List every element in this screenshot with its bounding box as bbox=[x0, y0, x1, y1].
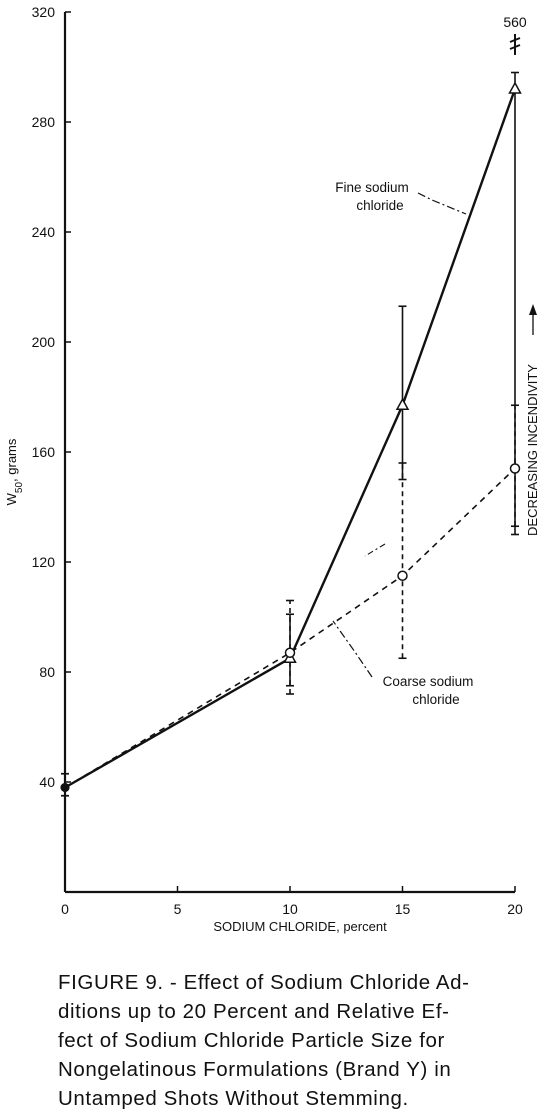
coarse-leader-extension bbox=[364, 543, 386, 557]
annotation-layer: Fine sodium chloride Coarse sodium chloride bbox=[332, 180, 474, 707]
coarse-annotation: Coarse sodium chloride bbox=[383, 674, 474, 707]
caption-line: Nongelatinous Formulations (Brand Y) in bbox=[58, 1058, 452, 1081]
series-layer bbox=[60, 71, 522, 797]
y-tick-label: 80 bbox=[39, 664, 55, 680]
data-point-triangle bbox=[395, 397, 410, 410]
fine-annotation: Fine sodium chloride bbox=[335, 180, 409, 213]
x-tick-label: 20 bbox=[507, 901, 523, 917]
data-point-triangle bbox=[508, 81, 522, 94]
coarse-series bbox=[60, 404, 521, 797]
x-tick-label: 10 bbox=[282, 901, 298, 917]
coarse-leader-line bbox=[332, 620, 373, 678]
y-tick-label: 120 bbox=[32, 554, 56, 570]
series-line bbox=[64, 467, 516, 789]
y-axis-title: W50, grams bbox=[4, 438, 25, 505]
caption-line: Untamped Shots Without Stemming. bbox=[58, 1087, 409, 1110]
caption-line: ditions up to 20 Percent and Relative Ef… bbox=[58, 1000, 450, 1023]
right-axis-label: DECREASING INCENDIVITY bbox=[525, 364, 540, 536]
y-tick-label: 240 bbox=[32, 224, 56, 240]
fine-leader-line bbox=[417, 192, 467, 215]
caption-line: FIGURE 9. - Effect of Sodium Chloride Ad… bbox=[58, 971, 470, 994]
y-tick-label: 160 bbox=[32, 444, 56, 460]
x-tick-label: 15 bbox=[395, 901, 411, 917]
y-tick-label: 280 bbox=[32, 114, 56, 130]
caption-line: fect of Sodium Chloride Particle Size fo… bbox=[58, 1029, 445, 1052]
x-tick-label: 5 bbox=[174, 901, 182, 917]
y-tick-label: 200 bbox=[32, 334, 56, 350]
data-point-circle bbox=[509, 463, 521, 474]
figure-caption: FIGURE 9. - Effect of Sodium Chloride Ad… bbox=[58, 968, 534, 1113]
right-label-arrowhead bbox=[529, 304, 537, 315]
data-point-circle bbox=[397, 570, 408, 581]
series-line bbox=[64, 88, 517, 789]
y-tick-label: 320 bbox=[32, 4, 56, 20]
top-value-label: 560 bbox=[503, 14, 527, 30]
data-point-shared bbox=[60, 783, 70, 792]
data-point-circle bbox=[284, 647, 296, 658]
axes: 40 80 120 160 200 240 280 320 0 5 10 15 20 SODIUM CHL… bbox=[4, 4, 540, 934]
x-tick-label: 0 bbox=[61, 901, 69, 917]
y-tick-label: 40 bbox=[39, 774, 55, 790]
chart: 40 80 120 160 200 240 280 320 0 5 10 15 20 SODIUM CHL… bbox=[4, 4, 540, 934]
x-axis-title: SODIUM CHLORIDE, percent bbox=[213, 919, 387, 934]
